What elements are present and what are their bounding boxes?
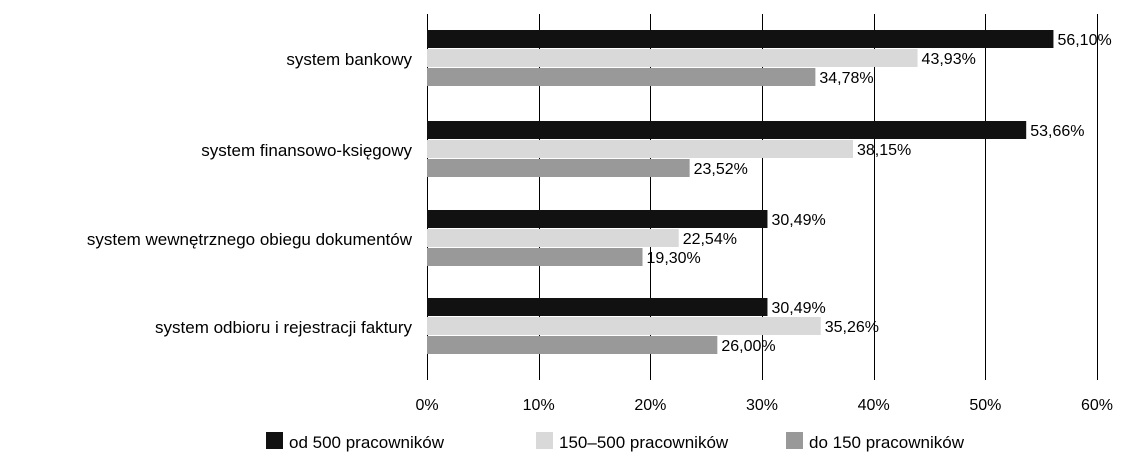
category-label: system wewnętrznego obiegu dokumentów (87, 230, 413, 249)
bars (427, 30, 1054, 354)
legend-swatch (786, 432, 803, 449)
data-label: 26,00% (721, 338, 775, 355)
data-label: 56,10% (1057, 32, 1111, 49)
data-label: 34,78% (819, 70, 873, 87)
x-tick-label: 50% (969, 397, 1001, 414)
bar-3-2 (427, 159, 690, 177)
bar-1-4 (427, 298, 768, 316)
bar-1-3 (427, 210, 768, 228)
data-label: 43,93% (922, 51, 976, 68)
data-label: 53,66% (1030, 123, 1084, 140)
legend: od 500 pracowników 150–500 pracowników do … (266, 432, 965, 452)
x-tick-label: 20% (634, 397, 666, 414)
x-tick-label: 40% (858, 397, 890, 414)
bar-3-3 (427, 248, 643, 266)
legend-label: od 500 pracowników (289, 433, 445, 452)
data-label: 30,49% (771, 212, 825, 229)
legend-swatch (266, 432, 283, 449)
category-label: system finansowo-księgowy (201, 141, 412, 160)
x-axis-tick-labels: 0% 10% 20% 30% 40% 50% 60% (415, 397, 1113, 414)
category-label: system odbioru i rejestracji faktury (155, 318, 412, 337)
bar-3-4 (427, 336, 718, 354)
bar-3-1 (427, 68, 816, 86)
category-label: system bankowy (286, 50, 412, 69)
data-label: 23,52% (694, 161, 748, 178)
x-tick-label: 0% (415, 397, 438, 414)
legend-label: 150–500 pracowników (559, 433, 729, 452)
bar-1-1 (427, 30, 1054, 48)
bar-2-3 (427, 229, 679, 247)
x-tick-label: 60% (1081, 397, 1113, 414)
category-labels: system bankowy system finansowo-księgowy s… (87, 50, 413, 337)
bar-2-4 (427, 317, 821, 335)
data-label: 35,26% (825, 319, 879, 336)
bar-1-2 (427, 121, 1027, 139)
x-tick-label: 30% (746, 397, 778, 414)
legend-label: do 150 pracowników (809, 433, 965, 452)
x-tick-label: 10% (523, 397, 555, 414)
legend-swatch (536, 432, 553, 449)
data-label: 22,54% (683, 231, 737, 248)
bar-2-1 (427, 49, 918, 67)
bar-2-2 (427, 140, 854, 158)
data-label: 19,30% (647, 250, 701, 267)
data-label: 30,49% (771, 300, 825, 317)
value-labels: 56,10% 43,93% 34,78% 53,66% 38,15% 23,52% 30,4… (647, 32, 1112, 355)
data-label: 38,15% (857, 142, 911, 159)
